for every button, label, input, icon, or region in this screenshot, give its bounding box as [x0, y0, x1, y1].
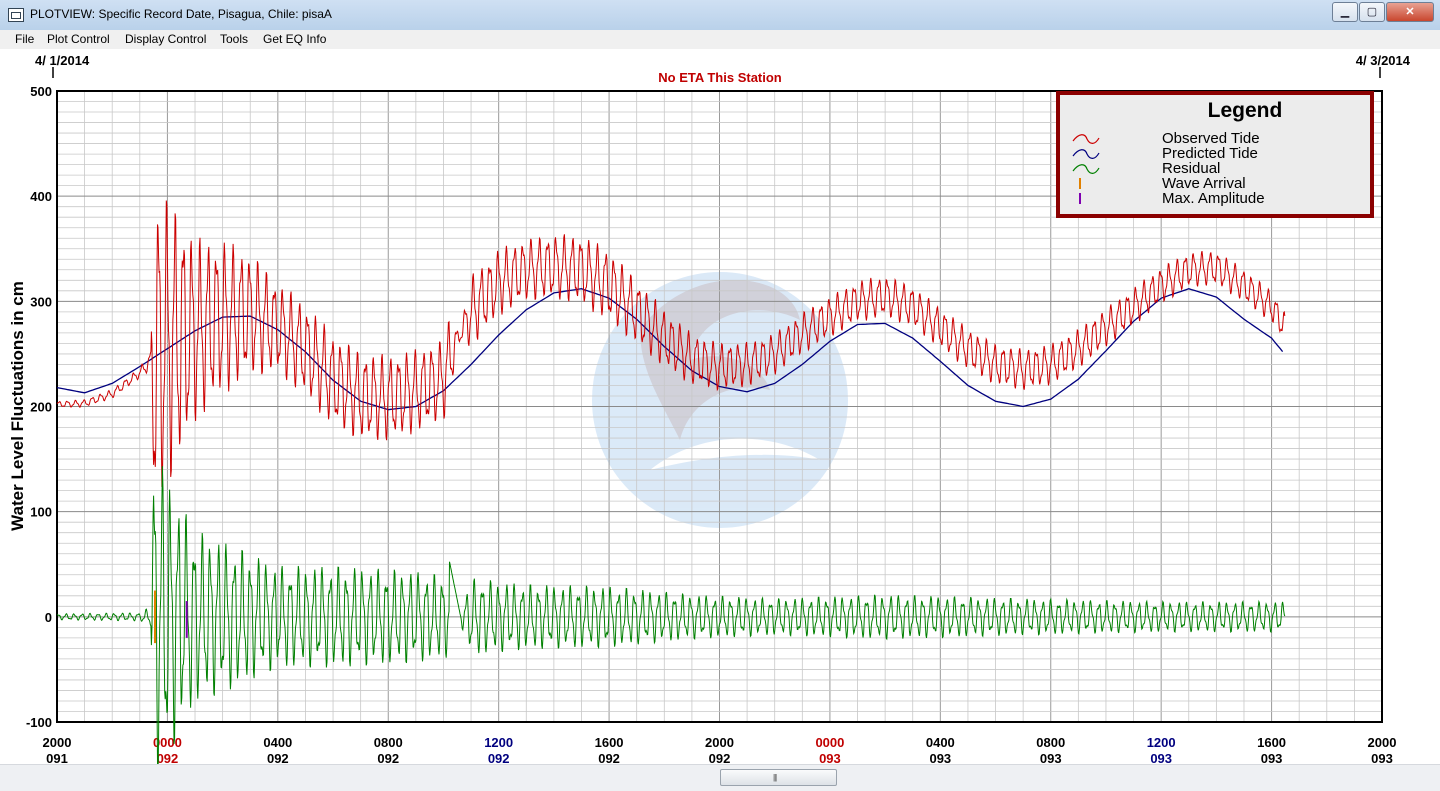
maximize-button[interactable]: ▢ [1359, 2, 1385, 22]
legend-swatch-wave-icon [1072, 164, 1100, 174]
x-tick-time: 0800 [374, 735, 403, 750]
x-tick-day: 093 [1371, 751, 1393, 764]
y-tick-label: 100 [30, 505, 52, 520]
close-button[interactable]: ✕ [1386, 2, 1434, 22]
chart-area: 500 400 300 200 100 0 -100 2000 091 0000 092 0400 0… [0, 49, 1440, 780]
eta-note: No ETA This Station [658, 70, 782, 85]
x-tick-day: 092 [598, 751, 620, 764]
x-tick-day: 092 [377, 751, 399, 764]
x-tick-time: 2000 [43, 735, 72, 750]
legend-swatch-wave-icon [1072, 149, 1100, 159]
x-axis-ticks: 2000091000009204000920800092120009216000… [43, 735, 1397, 766]
legend-swatch-wave-icon [1072, 134, 1100, 144]
menu-file[interactable]: File [15, 32, 35, 46]
grip-icon: ||| [773, 773, 777, 782]
series-observed-tide [56, 200, 1286, 488]
y-tick-label: -100 [26, 715, 52, 730]
x-tick-day: 093 [1261, 751, 1283, 764]
window-titlebar: PLOTVIEW: Specific Record Date, Pisagua,… [0, 0, 1440, 31]
menu-get-eq-info[interactable]: Get EQ Info [263, 32, 327, 46]
series-residual [56, 466, 1286, 780]
x-tick-time: 0400 [263, 735, 292, 750]
x-tick-time: 1600 [595, 735, 624, 750]
y-tick-label: 200 [30, 400, 52, 415]
horizontal-scrollbar[interactable]: ||| [0, 764, 1440, 791]
x-tick-day: 092 [709, 751, 731, 764]
y-tick-label: 500 [30, 84, 52, 99]
y-tick-label: 300 [30, 294, 52, 309]
y-tick-label: 0 [45, 610, 52, 625]
minimize-button[interactable]: ▁ [1332, 2, 1358, 22]
x-tick-day: 092 [488, 751, 510, 764]
y-axis-ticks: 500 400 300 200 100 0 -100 [26, 84, 52, 730]
legend-item-label: Predicted Tide [1162, 145, 1258, 162]
legend-item-label: Residual [1162, 160, 1220, 177]
date-start-label: 4/ 1/2014 [35, 53, 90, 68]
legend-box [1056, 91, 1374, 218]
date-end-label: 4/ 3/2014 [1356, 53, 1411, 68]
x-tick-time: 0000 [815, 735, 844, 750]
window-title: PLOTVIEW: Specific Record Date, Pisagua,… [30, 7, 332, 21]
scrollbar-thumb[interactable]: ||| [720, 769, 837, 786]
plot-frame [56, 90, 1383, 723]
legend-item-label: Max. Amplitude [1162, 190, 1265, 207]
menu-bar: File Plot Control Display Control Tools … [0, 30, 1440, 49]
y-axis-label: Water Level Fluctuations in cm [8, 281, 27, 531]
menu-display-control[interactable]: Display Control [125, 32, 207, 46]
x-tick-time: 1600 [1257, 735, 1286, 750]
menu-tools[interactable]: Tools [220, 32, 249, 46]
x-tick-time: 1200 [484, 735, 513, 750]
x-tick-day: 093 [1040, 751, 1062, 764]
app-icon [8, 8, 24, 22]
x-tick-time: 2000 [1368, 735, 1397, 750]
x-tick-time: 1200 [1147, 735, 1176, 750]
x-tick-day: 091 [46, 751, 68, 764]
menu-plot-control[interactable]: Plot Control [47, 32, 110, 46]
x-tick-day: 092 [157, 751, 179, 764]
series-layer [56, 200, 1286, 780]
legend-item-label: Wave Arrival [1162, 175, 1246, 192]
x-tick-day: 093 [1150, 751, 1172, 764]
x-tick-day: 093 [929, 751, 951, 764]
y-tick-label: 400 [30, 189, 52, 204]
x-tick-time: 0800 [1036, 735, 1065, 750]
legend-item-label: Observed Tide [1162, 130, 1260, 147]
x-tick-time: 2000 [705, 735, 734, 750]
legend-title: Legend [1208, 99, 1283, 122]
x-tick-day: 093 [819, 751, 841, 764]
x-tick-day: 092 [267, 751, 289, 764]
x-tick-time: 0400 [926, 735, 955, 750]
